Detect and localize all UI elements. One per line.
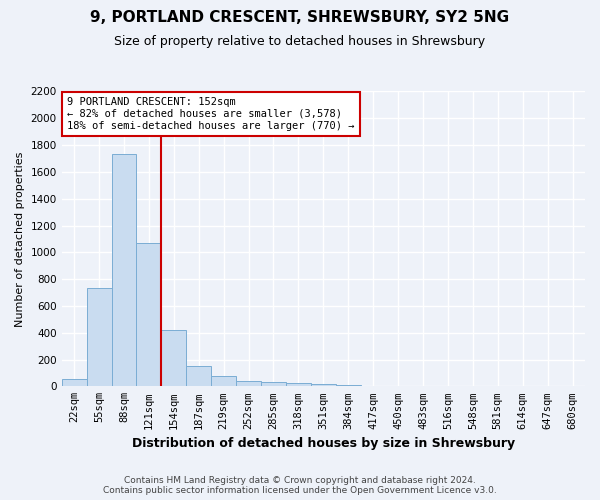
- Text: 9, PORTLAND CRESCENT, SHREWSBURY, SY2 5NG: 9, PORTLAND CRESCENT, SHREWSBURY, SY2 5N…: [91, 10, 509, 25]
- Bar: [311, 384, 336, 386]
- X-axis label: Distribution of detached houses by size in Shrewsbury: Distribution of detached houses by size …: [132, 437, 515, 450]
- Bar: [211, 376, 236, 386]
- Bar: [62, 379, 86, 386]
- Bar: [112, 154, 136, 386]
- Text: Size of property relative to detached houses in Shrewsbury: Size of property relative to detached ho…: [115, 35, 485, 48]
- Bar: [261, 382, 286, 386]
- Text: Contains HM Land Registry data © Crown copyright and database right 2024.
Contai: Contains HM Land Registry data © Crown c…: [103, 476, 497, 495]
- Bar: [161, 330, 186, 386]
- Text: 9 PORTLAND CRESCENT: 152sqm
← 82% of detached houses are smaller (3,578)
18% of : 9 PORTLAND CRESCENT: 152sqm ← 82% of det…: [67, 98, 355, 130]
- Bar: [136, 243, 161, 386]
- Bar: [86, 288, 112, 386]
- Bar: [186, 366, 211, 386]
- Y-axis label: Number of detached properties: Number of detached properties: [15, 151, 25, 326]
- Bar: [286, 383, 311, 386]
- Bar: [236, 381, 261, 386]
- Bar: [336, 385, 361, 386]
